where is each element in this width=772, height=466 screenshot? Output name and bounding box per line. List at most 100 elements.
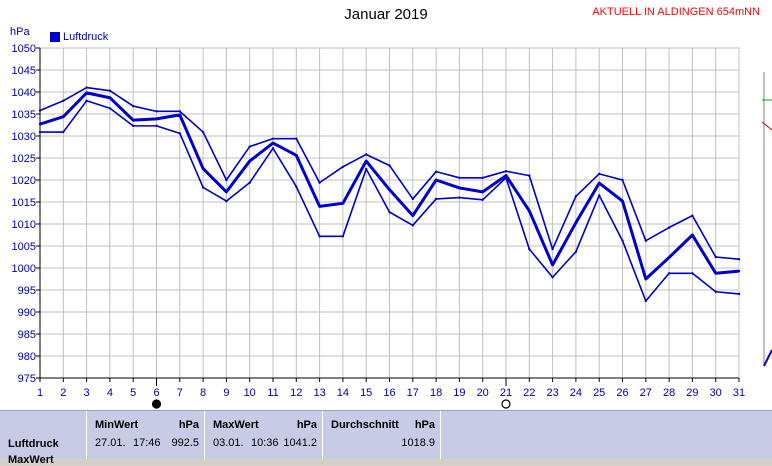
x-tick-label: 30 bbox=[710, 387, 722, 399]
y-tick-label: 1025 bbox=[12, 153, 36, 165]
y-tick-label: 1030 bbox=[12, 131, 36, 143]
data-point-max bbox=[574, 195, 578, 198]
data-point-mittel bbox=[248, 159, 251, 163]
y-tick-label: 1035 bbox=[12, 109, 36, 121]
data-point-min bbox=[365, 167, 368, 171]
data-point-mittel bbox=[691, 233, 694, 237]
side-red-mark bbox=[761, 121, 772, 131]
data-point-mittel bbox=[411, 214, 414, 217]
data-point-min bbox=[108, 107, 112, 110]
side-blue-mark bbox=[763, 349, 772, 367]
stats-col-min-value: 992.5 bbox=[171, 437, 199, 449]
data-point-mittel bbox=[504, 174, 508, 177]
data-point-max bbox=[341, 165, 345, 168]
data-point-mittel bbox=[62, 115, 65, 118]
x-tick-label: 20 bbox=[477, 387, 489, 399]
data-point-mittel bbox=[38, 122, 42, 126]
data-point-mittel bbox=[85, 91, 88, 95]
x-tick-label: 15 bbox=[360, 387, 372, 399]
data-point-min bbox=[621, 239, 624, 242]
x-tick-label: 26 bbox=[616, 387, 628, 399]
x-tick-label: 13 bbox=[313, 387, 325, 399]
data-point-min bbox=[62, 130, 65, 134]
y-tick-label: 975 bbox=[18, 373, 36, 385]
data-point-max bbox=[248, 145, 251, 148]
x-tick-label: 17 bbox=[407, 387, 419, 399]
stats-col-max-value: 1041.2 bbox=[283, 437, 317, 449]
stats-col-min: MinWert hPa 27.01. 17:46 992.5 bbox=[86, 411, 205, 459]
y-tick-label: 995 bbox=[18, 285, 36, 297]
x-tick-label: 24 bbox=[570, 387, 582, 399]
data-point-mittel bbox=[155, 117, 158, 121]
data-point-mittel bbox=[598, 181, 601, 185]
data-point-min bbox=[388, 210, 391, 214]
y-tick-label: 1020 bbox=[12, 175, 36, 187]
legend-swatch bbox=[50, 32, 60, 42]
data-point-max bbox=[62, 99, 65, 103]
data-point-max bbox=[225, 178, 228, 182]
data-point-max bbox=[85, 86, 88, 89]
x-tick-label: 29 bbox=[686, 387, 698, 399]
stats-col-max-name: MaxWert bbox=[213, 419, 259, 431]
data-point-mittel bbox=[458, 186, 461, 190]
data-point-min bbox=[201, 186, 205, 189]
x-tick-label: 8 bbox=[200, 387, 206, 399]
data-point-mittel bbox=[201, 167, 205, 170]
data-point-min bbox=[295, 185, 298, 188]
y-tick-label: 980 bbox=[18, 351, 36, 363]
data-point-min bbox=[85, 99, 88, 103]
stats-col-min-date: 27.01. bbox=[95, 437, 126, 449]
stats-row-label-2: MaxWert bbox=[8, 454, 54, 466]
data-point-min bbox=[225, 199, 228, 203]
data-point-min bbox=[737, 292, 741, 296]
data-point-min bbox=[644, 299, 647, 303]
data-point-min bbox=[271, 147, 275, 150]
data-point-max bbox=[295, 137, 298, 140]
data-point-min bbox=[411, 224, 414, 227]
data-point-min bbox=[38, 130, 42, 134]
data-point-max bbox=[621, 178, 624, 182]
y-tick-label: 1005 bbox=[12, 241, 36, 253]
pressure-chart: 9759809859909951000100510101015102010251… bbox=[12, 43, 772, 409]
stats-row-label: Luftdruck bbox=[8, 438, 59, 450]
x-tick-label: 18 bbox=[430, 387, 442, 399]
data-point-mittel bbox=[341, 202, 345, 205]
stats-panel: Luftdruck MaxWert MinWert hPa 27.01. 17:… bbox=[0, 410, 772, 466]
stats-col-max-date: 03.01. bbox=[213, 437, 244, 449]
data-point-mittel bbox=[271, 141, 275, 145]
x-tick-label: 19 bbox=[453, 387, 465, 399]
data-point-mittel bbox=[365, 159, 368, 163]
data-point-max bbox=[714, 255, 717, 259]
stats-col-max-time: 10:36 bbox=[251, 437, 279, 449]
data-point-min bbox=[574, 250, 578, 253]
x-tick-label: 9 bbox=[223, 387, 229, 399]
data-point-max bbox=[201, 130, 205, 134]
stats-col-avg: Durchschnitt hPa 1018.9 bbox=[322, 411, 441, 459]
x-tick-label: 5 bbox=[130, 387, 136, 399]
y-tick-label: 1015 bbox=[12, 197, 36, 209]
x-tick-label: 25 bbox=[593, 387, 605, 399]
x-tick-label: 28 bbox=[663, 387, 675, 399]
y-tick-label: 1050 bbox=[12, 43, 36, 55]
stats-col-min-unit: hPa bbox=[178, 419, 199, 431]
data-point-mittel bbox=[318, 205, 321, 208]
x-tick-label: 21 bbox=[500, 387, 512, 399]
data-point-max bbox=[551, 247, 554, 251]
data-point-min bbox=[691, 272, 694, 275]
data-point-mittel bbox=[434, 178, 438, 182]
data-point-min bbox=[458, 196, 461, 199]
data-point-mittel bbox=[574, 221, 578, 224]
data-point-max bbox=[504, 170, 508, 173]
chart-area: 975 980 985 990 995 1000 1005 1010 1015 1020 1025 1… bbox=[0, 0, 772, 410]
data-point-max bbox=[528, 174, 531, 177]
x-tick-label: 4 bbox=[107, 387, 113, 399]
y-tick-label: 1045 bbox=[12, 65, 36, 77]
data-point-max bbox=[667, 226, 671, 229]
data-point-min bbox=[528, 247, 531, 251]
data-point-mittel bbox=[481, 190, 484, 194]
y-tick-label: 1040 bbox=[12, 87, 36, 99]
data-point-min bbox=[504, 176, 508, 179]
data-point-max bbox=[155, 110, 158, 113]
data-point-max bbox=[178, 110, 181, 113]
data-point-max bbox=[388, 164, 391, 167]
